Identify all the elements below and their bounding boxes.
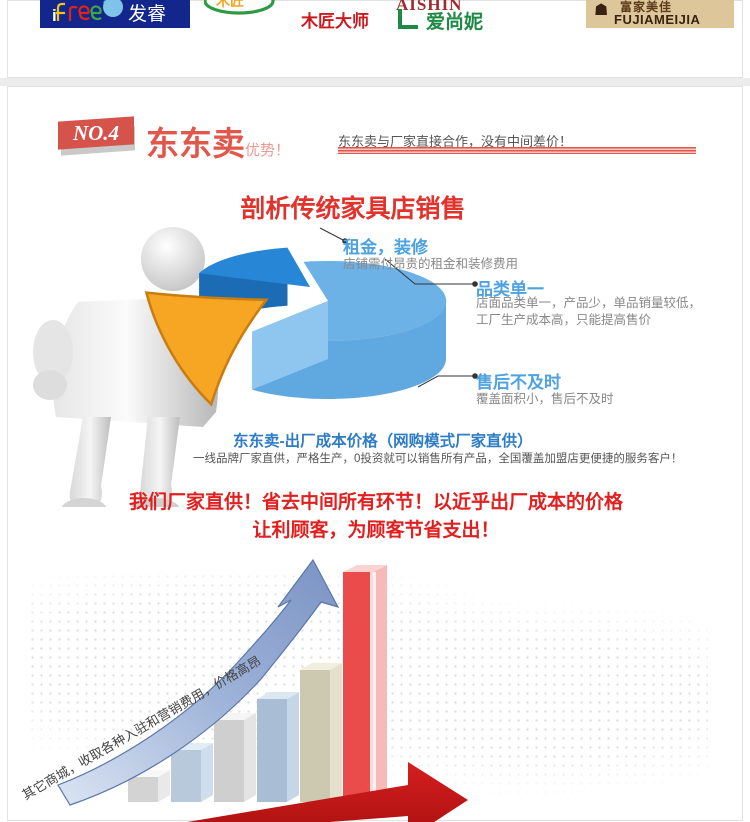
svg-text:发睿: 发睿 bbox=[128, 3, 166, 25]
svg-text:木匠: 木匠 bbox=[215, 0, 244, 9]
svg-text:i: i bbox=[52, 6, 57, 25]
